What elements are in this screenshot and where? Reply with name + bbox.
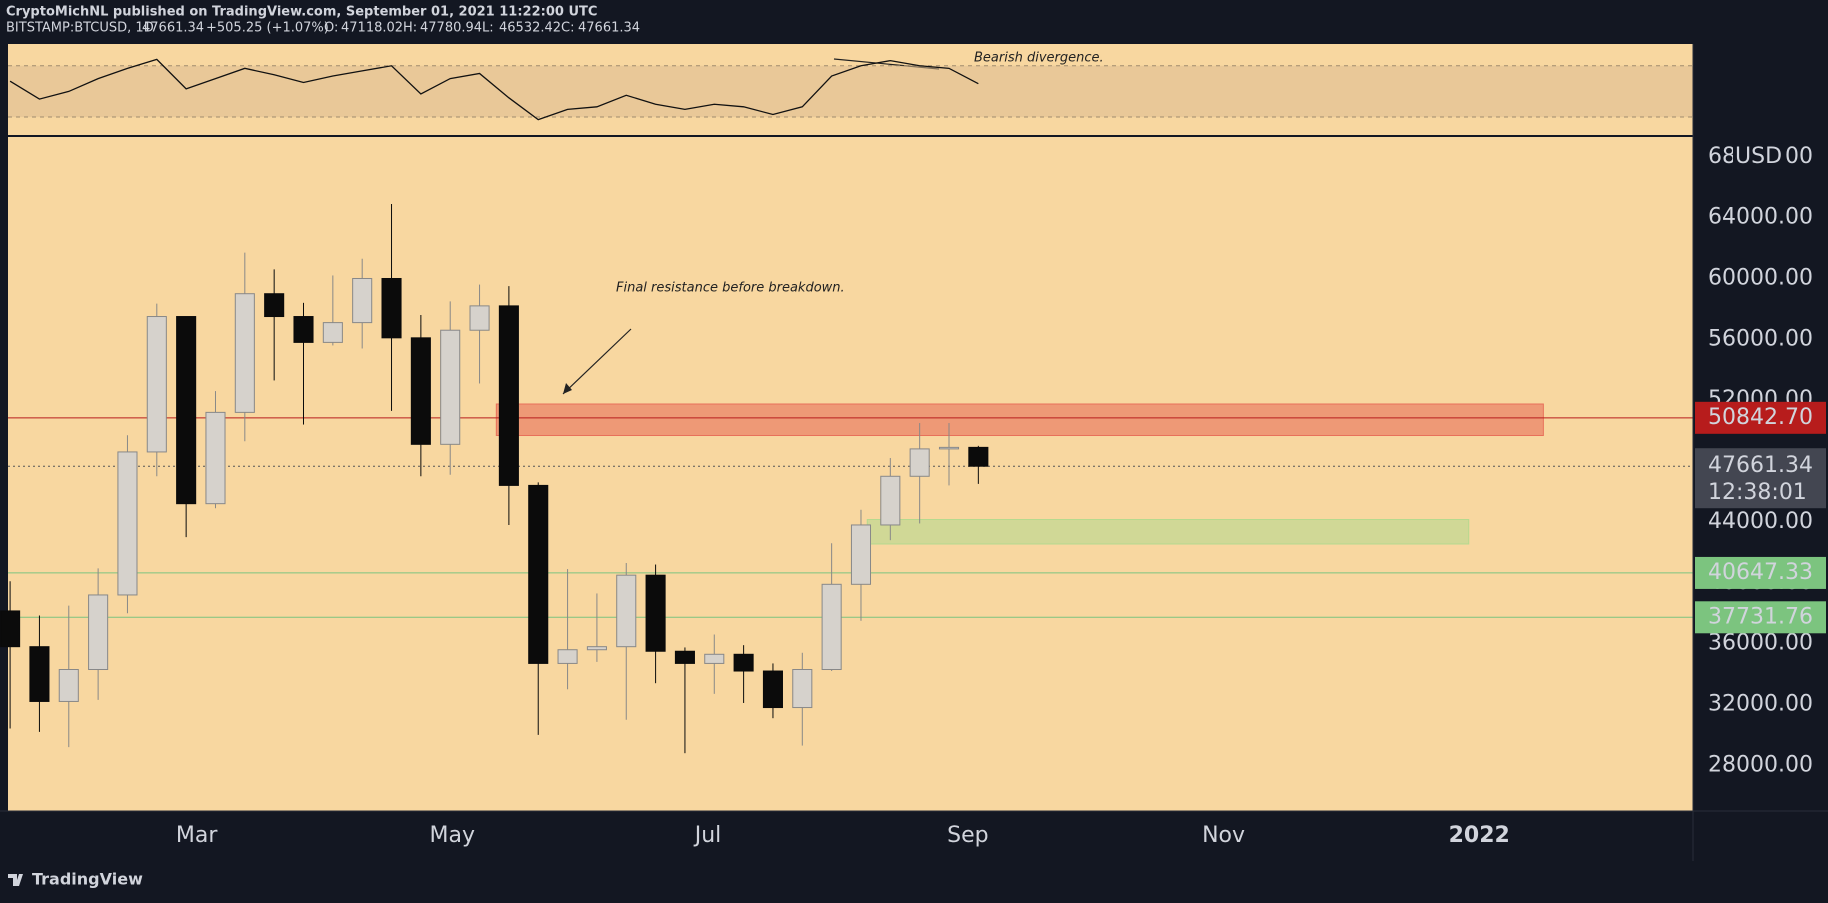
level-label: 37731.76	[1708, 604, 1813, 629]
rsi-band	[8, 65, 1693, 118]
arrow	[562, 328, 632, 395]
zone	[495, 403, 1544, 437]
candle-body	[909, 448, 930, 477]
candle-body	[586, 646, 607, 651]
x-tick-label: Jul	[693, 823, 722, 848]
candle-body	[146, 316, 167, 453]
rsi-line	[9, 58, 979, 121]
candle-body	[88, 594, 109, 671]
brand: TradingView	[32, 870, 143, 889]
candle-body	[616, 574, 637, 648]
candle-body	[880, 475, 901, 526]
candle-body	[821, 583, 842, 671]
ohlc-value: 46532.42	[499, 21, 561, 36]
current-badge	[1695, 448, 1826, 509]
candle-body	[528, 484, 549, 664]
x-tick-label: 2022	[1449, 823, 1510, 848]
level-label: 50842.70	[1708, 405, 1813, 430]
candle-body	[322, 322, 343, 343]
y-tick-label: 64000.00	[1708, 205, 1813, 230]
x-tick-label: May	[430, 823, 475, 848]
countdown: 12:38:01	[1708, 480, 1807, 505]
candle-body	[0, 610, 21, 648]
candle-body	[850, 524, 872, 585]
candle-body	[176, 316, 197, 505]
currency: USD	[1735, 144, 1782, 169]
candle-body	[557, 649, 578, 664]
x-tick-label: Nov	[1202, 823, 1245, 848]
symbol: BITSTAMP:BTCUSD, 1D	[6, 21, 154, 36]
last-price: 47661.34	[142, 21, 204, 36]
level-badge	[1695, 556, 1826, 589]
ohlc-label: L:	[482, 21, 494, 36]
ohlc-label: O:	[324, 21, 338, 36]
y-tick-label: 36000.00	[1708, 631, 1813, 656]
level-badge	[1695, 601, 1826, 634]
candle-body	[352, 277, 373, 324]
x-tick-label: Mar	[176, 823, 218, 848]
y-tick-label: 44000.00	[1708, 509, 1813, 534]
level-badge	[1695, 401, 1826, 434]
candle-body	[58, 669, 79, 702]
ohlc-label: H:	[403, 21, 417, 36]
candle-body	[381, 277, 402, 339]
candle-body	[469, 305, 490, 331]
candle-body	[674, 650, 695, 664]
candle-body	[645, 574, 666, 652]
ohlc-label: C:	[561, 21, 574, 36]
arrow-head	[563, 383, 572, 394]
candle-body	[938, 446, 960, 450]
candle-body	[264, 293, 285, 318]
candle-body	[117, 451, 138, 596]
candle-body	[498, 305, 519, 486]
zone	[866, 518, 1470, 545]
candle-body	[733, 653, 754, 672]
y-tick-label: 60000.00	[1708, 265, 1813, 290]
candle-body	[410, 337, 431, 445]
currency-bg	[1733, 143, 1783, 170]
candle-body	[704, 653, 725, 664]
candle-body	[234, 293, 255, 413]
candle-body	[440, 329, 461, 445]
ohlc-value: 47118.02	[341, 21, 403, 36]
ohlc-value: 47661.34	[578, 21, 640, 36]
candle-body	[293, 316, 314, 343]
current-price: 47661.34	[1708, 453, 1813, 478]
ohlc-value: 47780.94	[420, 21, 482, 36]
y-tick-label: 32000.00	[1708, 691, 1813, 716]
brand-logo	[8, 874, 23, 886]
annotation: Final resistance before breakdown.	[616, 281, 845, 296]
candle-body	[792, 669, 813, 709]
candle-body	[29, 646, 50, 702]
candle-body	[205, 411, 226, 505]
y-tick-label: 28000.00	[1708, 752, 1813, 777]
y-tick-label: 56000.00	[1708, 326, 1813, 351]
publisher: CryptoMichNL published on TradingView.co…	[6, 5, 597, 20]
level-label: 40647.33	[1708, 560, 1813, 585]
change: +505.25 (+1.07%)	[206, 21, 329, 36]
candle-body	[762, 670, 783, 709]
x-tick-label: Sep	[947, 823, 988, 848]
annotation: Bearish divergence.	[974, 51, 1104, 66]
candle-body	[968, 446, 989, 467]
